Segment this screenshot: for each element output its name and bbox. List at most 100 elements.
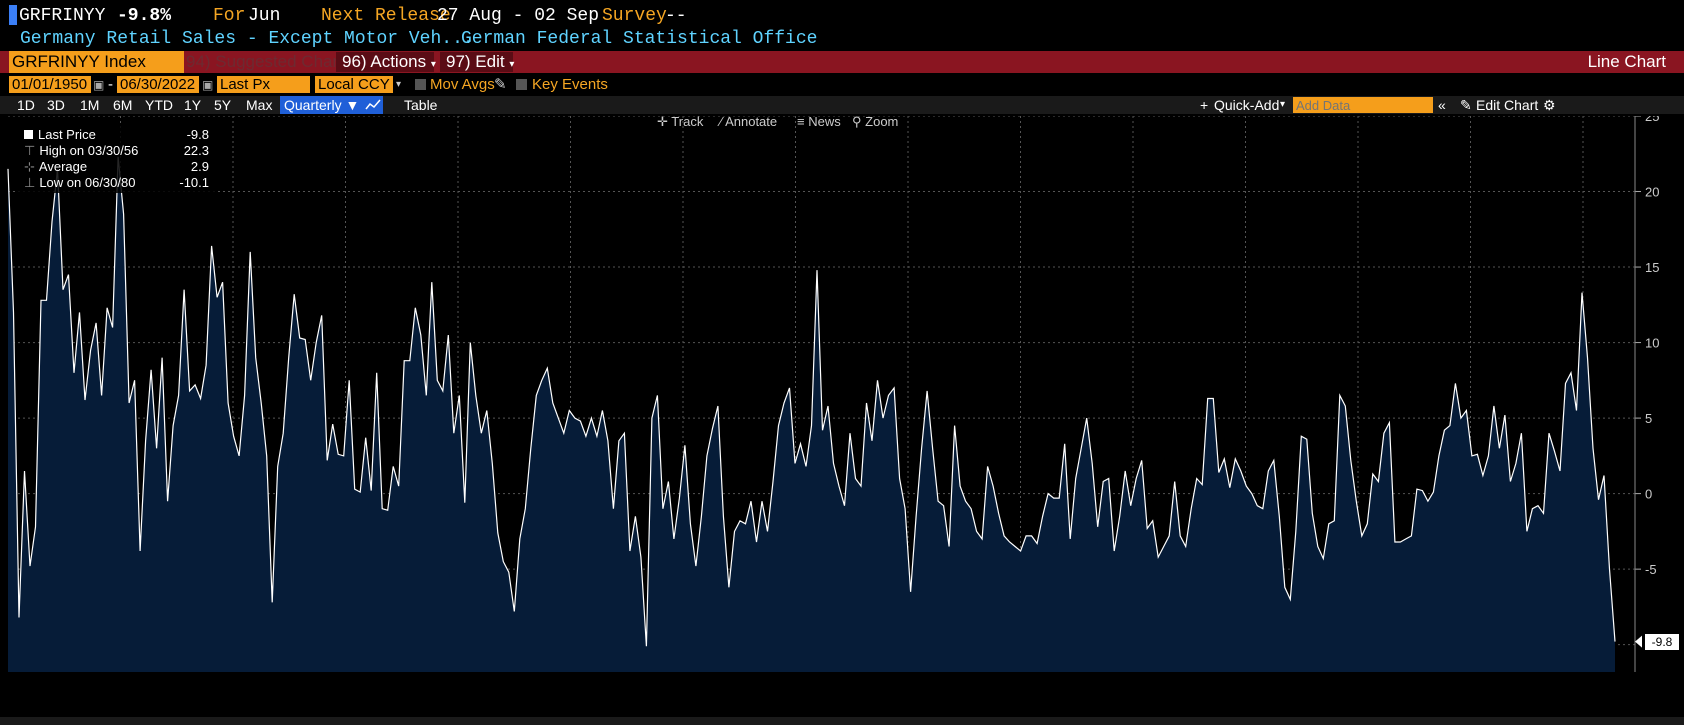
line-icon: ∕ bbox=[720, 114, 723, 129]
triangle-down-icon: ▼ bbox=[345, 97, 360, 113]
track-label: Track bbox=[671, 114, 704, 129]
legend-average-label: Average bbox=[38, 159, 88, 174]
mov-avgs-checkbox[interactable] bbox=[415, 79, 426, 90]
line-chart-icon[interactable] bbox=[363, 96, 383, 114]
security-field[interactable]: GRFRINYY Index bbox=[9, 51, 184, 73]
average-marker-icon: ⊹ bbox=[24, 159, 35, 174]
edit-chart-button[interactable]: Edit Chart bbox=[1476, 97, 1539, 113]
legend-average: ⊹ Average 2.9 bbox=[24, 159, 209, 175]
period-5y[interactable]: 5Y bbox=[214, 97, 232, 113]
edit-label: 97) Edit bbox=[446, 52, 505, 71]
y-tick-label: 15 bbox=[1645, 260, 1659, 275]
currency-select[interactable]: Local CCY bbox=[315, 76, 393, 93]
period-bar: 1D 3D 1M 6M YTD 1Y 5Y Max Quarterly ▼ Ta… bbox=[0, 96, 1684, 114]
period-ytd[interactable]: YTD bbox=[145, 97, 173, 113]
zoom-label: Zoom bbox=[865, 114, 899, 129]
toolbar: GRFRINYY Index 94) Suggested Charts 96) … bbox=[0, 51, 1684, 73]
bottom-strip bbox=[0, 717, 1684, 725]
legend-last: Last Price -9.8 bbox=[24, 127, 209, 143]
start-date-field[interactable]: 01/01/1950 bbox=[9, 76, 91, 93]
square-icon bbox=[24, 130, 33, 139]
zoom-tool[interactable]: ⚲ Zoom bbox=[852, 114, 898, 130]
legend-last-value: -9.8 bbox=[186, 127, 209, 142]
description: Germany Retail Sales - Except Motor Veh.… bbox=[20, 29, 474, 49]
chevron-down-icon: ▾ bbox=[509, 59, 515, 70]
y-tick-label: 5 bbox=[1645, 411, 1652, 426]
legend: Last Price -9.8 ⊤ High on 03/30/56 22.3 ⊹ Av… bbox=[18, 125, 215, 193]
last-value-pointer bbox=[1635, 635, 1642, 648]
plus-icon[interactable]: + bbox=[1200, 97, 1209, 113]
for-value: Jun bbox=[248, 6, 281, 26]
chevron-down-icon[interactable]: ▾ bbox=[396, 79, 402, 90]
security-marker bbox=[9, 5, 17, 26]
collapse-icon[interactable]: « bbox=[1438, 97, 1446, 113]
news-icon: ≡ bbox=[797, 114, 805, 129]
y-tick-label: 10 bbox=[1645, 336, 1659, 351]
last-value-tag: -9.8 bbox=[1645, 633, 1679, 650]
search-icon: ⚲ bbox=[852, 114, 862, 129]
mov-avgs-label: Mov Avgs bbox=[430, 76, 495, 93]
crosshair-icon: ✛ bbox=[657, 114, 668, 129]
last-value: -9.8% bbox=[117, 6, 172, 26]
low-marker-icon: ⊥ bbox=[24, 175, 36, 190]
legend-high-value: 22.3 bbox=[183, 143, 209, 158]
period-1m[interactable]: 1M bbox=[80, 97, 100, 113]
field-select[interactable]: Last Px bbox=[217, 76, 310, 93]
settings-row: 01/01/1950 ▣ - 06/30/2022 ▣ Last Px Loca… bbox=[0, 76, 1684, 94]
chevron-down-icon: ▾ bbox=[430, 59, 436, 70]
quick-add-button[interactable]: Quick-Add bbox=[1214, 97, 1280, 113]
legend-last-label: Last Price bbox=[38, 127, 96, 142]
series-area bbox=[8, 156, 1615, 672]
end-date-field[interactable]: 06/30/2022 bbox=[117, 76, 199, 93]
add-data-input[interactable] bbox=[1293, 97, 1433, 113]
for-label: For bbox=[213, 6, 246, 26]
gear-icon[interactable]: ⚙ bbox=[1543, 97, 1556, 113]
legend-low-label: Low on 06/30/80 bbox=[39, 175, 136, 190]
legend-high-label: High on 03/30/56 bbox=[39, 143, 139, 158]
y-tick-label: -5 bbox=[1645, 562, 1657, 577]
source: German Federal Statistical Office bbox=[461, 29, 818, 49]
frequency-select[interactable]: Quarterly ▼ bbox=[280, 96, 363, 114]
annotate-tool[interactable]: ∕ Annotate bbox=[720, 114, 777, 129]
table-button[interactable]: Table bbox=[404, 97, 438, 113]
calendar-icon[interactable]: ▣ bbox=[202, 78, 214, 92]
edit-button[interactable]: 97) Edit ▾ bbox=[440, 52, 515, 72]
period-1d[interactable]: 1D bbox=[17, 97, 35, 113]
actions-label: 96) Actions bbox=[342, 52, 427, 71]
frequency-label: Quarterly bbox=[284, 97, 342, 113]
period-max[interactable]: Max bbox=[246, 97, 273, 113]
y-tick-label: 25 bbox=[1645, 116, 1659, 124]
survey-label: Survey bbox=[602, 6, 667, 26]
series-line bbox=[7, 156, 1616, 647]
news-tool[interactable]: ≡ News bbox=[797, 114, 841, 129]
period-1y[interactable]: 1Y bbox=[184, 97, 202, 113]
date-dash: - bbox=[108, 76, 113, 93]
ticker: GRFRINYY bbox=[19, 6, 106, 26]
chart-type-label[interactable]: Line Chart bbox=[1587, 52, 1666, 71]
legend-average-value: 2.9 bbox=[190, 159, 209, 174]
key-events-label: Key Events bbox=[532, 76, 608, 93]
legend-low: ⊥ Low on 06/30/80 -10.1 bbox=[24, 175, 209, 191]
description-row: Germany Retail Sales - Except Motor Veh.… bbox=[0, 28, 1684, 50]
pencil-icon[interactable]: ✎ bbox=[1460, 97, 1472, 113]
track-tool[interactable]: ✛ Track bbox=[657, 114, 703, 130]
actions-button[interactable]: 96) Actions ▾ bbox=[336, 52, 436, 72]
survey-value: -- bbox=[665, 6, 687, 26]
period-3d[interactable]: 3D bbox=[47, 97, 65, 113]
suggested-charts-button[interactable]: 94) Suggested Charts bbox=[186, 52, 352, 71]
next-release-value: 27 Aug - 02 Sep bbox=[437, 6, 600, 26]
news-label: News bbox=[808, 114, 841, 129]
legend-low-value: -10.1 bbox=[179, 175, 209, 190]
calendar-icon[interactable]: ▣ bbox=[93, 78, 105, 92]
pencil-icon[interactable]: ✎ bbox=[494, 76, 507, 93]
legend-high: ⊤ High on 03/30/56 22.3 bbox=[24, 143, 209, 159]
high-marker-icon: ⊤ bbox=[24, 143, 36, 158]
y-tick-label: 20 bbox=[1645, 185, 1659, 200]
period-6m[interactable]: 6M bbox=[113, 97, 133, 113]
chevron-down-icon[interactable]: ▾ bbox=[1280, 99, 1286, 110]
y-tick-label: 0 bbox=[1645, 487, 1652, 502]
annotate-label: Annotate bbox=[725, 114, 778, 129]
next-release-label: Next Release bbox=[321, 6, 451, 26]
chart[interactable]: 2520151050-51951-19541955-19591960-19641… bbox=[0, 116, 1684, 672]
key-events-checkbox[interactable] bbox=[516, 79, 527, 90]
